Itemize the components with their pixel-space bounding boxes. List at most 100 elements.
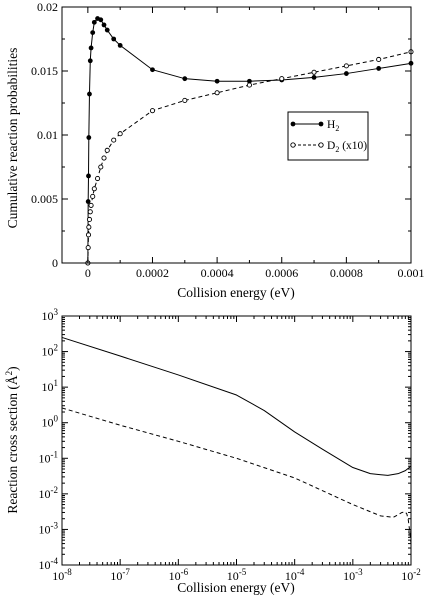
series-line-0 [87, 17, 412, 264]
data-point [376, 66, 382, 71]
tick-exponent: -7 [122, 567, 130, 577]
cross-section-y-tick-label: 103 [42, 307, 59, 323]
tick-base: 10 [39, 451, 51, 465]
data-point [85, 199, 91, 204]
data-point [98, 17, 104, 23]
tick-base: 10 [227, 569, 239, 583]
tick-exponent: -8 [64, 567, 72, 577]
probability-y-tick-label: 0.02 [37, 0, 58, 14]
data-point [111, 36, 117, 42]
data-point [90, 30, 96, 35]
cross-section-y-tick-label: 10-3 [39, 520, 59, 536]
tick-exponent: -3 [355, 567, 363, 577]
legend-box [287, 111, 369, 161]
cross-section-x-tick-label: 10-7 [110, 567, 130, 583]
tick-base: 10 [343, 569, 355, 583]
data-point [117, 43, 123, 48]
cross-section-x-tick-label: 10-2 [401, 567, 421, 583]
cross-section-series-line-1 [61, 407, 412, 544]
data-point [86, 216, 93, 223]
probability-chart: 0 0.0002 0.0004 0.0006 0.0008 0.001 0 0.005 0.01… [5, 0, 425, 300]
probability-x-tick-label: 0 [85, 266, 91, 280]
data-point [91, 186, 97, 192]
cross-section-y-tick-label: 10-4 [39, 556, 59, 572]
legend-h2-sub: 2 [335, 124, 339, 133]
probability-y-tick-label: 0 [52, 256, 58, 270]
tick-base: 10 [42, 345, 54, 359]
tick-exponent: 0 [54, 414, 59, 424]
cross-section-x-tick-label: 10-5 [227, 567, 247, 583]
legend-h2-label: H2 [327, 119, 339, 133]
y-label-unit: Å [5, 375, 20, 385]
cross-section-x-tick-label: 10-4 [285, 567, 305, 583]
probability-x-tick-label: 0.0008 [330, 266, 363, 280]
data-point [150, 67, 155, 73]
data-point [343, 71, 349, 76]
data-point [104, 27, 110, 33]
cross-section-plot-area [61, 336, 412, 544]
data-point [85, 232, 92, 238]
cross-section-plot-frame [61, 315, 412, 566]
data-point [343, 63, 349, 69]
cross-section-y-tick-label: 101 [42, 378, 59, 394]
probability-axis-ticks: 0 0.0002 0.0004 0.0006 0.0008 0.001 0 0.005 0.01… [31, 0, 425, 280]
data-point [88, 202, 94, 208]
probability-legend: H2 D2 (x10) [287, 111, 369, 161]
data-point [85, 245, 91, 251]
cross-section-y-tick-label: 10-2 [39, 485, 59, 501]
probability-x-tick-label: 0.0004 [201, 266, 234, 280]
legend-h2-marker-left [290, 121, 296, 127]
legend-d2-marker-right [318, 142, 324, 148]
tick-exponent: -4 [297, 567, 305, 577]
tick-exponent: -2 [51, 485, 59, 495]
data-point [90, 193, 96, 199]
data-point [87, 209, 93, 215]
probability-x-tick-label: 0.0006 [265, 266, 298, 280]
cross-section-y-tick-label: 10-1 [39, 449, 59, 465]
y-label-close: ) [5, 366, 20, 371]
data-point [214, 90, 220, 96]
data-point [246, 82, 252, 88]
data-point [94, 175, 101, 182]
data-point [182, 97, 188, 103]
data-point [87, 58, 93, 64]
probability-plot-frame [61, 6, 412, 264]
data-point [214, 78, 220, 84]
data-point [101, 155, 107, 161]
data-point [91, 19, 97, 25]
legend-d2-marker-left [290, 142, 296, 148]
data-point [182, 76, 188, 82]
data-point [376, 56, 382, 63]
tick-base: 10 [39, 487, 51, 501]
legend-h2-marker-right [318, 121, 324, 127]
data-point [311, 69, 317, 75]
cross-section-y-tick-label: 102 [42, 343, 59, 359]
legend-h2-base: H [327, 119, 335, 131]
tick-exponent: 3 [54, 307, 59, 317]
cross-section-x-axis-label: Collision energy (eV) [177, 580, 294, 595]
probability-y-tick-label: 0.015 [31, 64, 58, 78]
tick-exponent: -3 [51, 520, 59, 530]
tick-exponent: -4 [51, 556, 59, 566]
probability-x-axis-label: Collision energy (eV) [177, 285, 294, 300]
legend-d2-suffix: (x10) [339, 140, 367, 152]
tick-exponent: -6 [181, 567, 189, 577]
data-point [279, 76, 285, 82]
tick-exponent: -2 [413, 567, 421, 577]
data-point [87, 91, 92, 97]
cross-section-x-tick-label: 10-8 [52, 567, 72, 583]
probability-y-tick-label: 0.01 [37, 128, 58, 142]
cross-section-y-axis-label: Reaction cross section (Å2) [4, 366, 20, 513]
tick-base: 10 [39, 522, 51, 536]
data-point [88, 45, 94, 51]
data-point [86, 224, 92, 230]
cross-section-series-line-0 [61, 336, 412, 476]
y-label-sup: 2 [4, 371, 14, 376]
tick-base: 10 [39, 558, 51, 572]
tick-base: 10 [42, 416, 54, 430]
probability-x-tick-label: 0.001 [398, 266, 425, 280]
legend-d2-sub: 2 [335, 145, 339, 154]
probability-y-tick-label: 0.005 [31, 192, 58, 206]
tick-exponent: 2 [54, 343, 59, 353]
